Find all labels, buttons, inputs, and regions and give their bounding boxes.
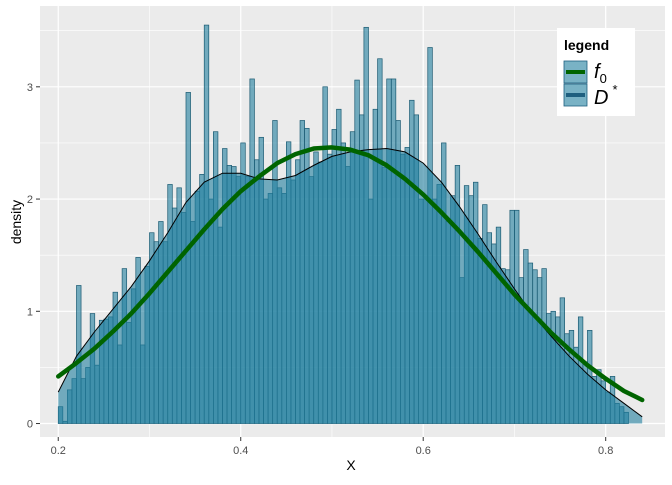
legend-label-f0-sub: 0 xyxy=(600,71,607,86)
x-tick-label: 0.6 xyxy=(416,445,431,457)
density-area xyxy=(58,148,643,424)
x-axis: 0.2 0.4 0.6 0.8 xyxy=(51,437,613,457)
f0-line xyxy=(55,145,645,403)
y-axis: 0 1 2 3 xyxy=(27,82,40,431)
legend: legend f0 D * xyxy=(557,28,635,116)
f0-layer xyxy=(55,145,645,403)
legend-label-f0-main: f xyxy=(594,61,602,83)
x-axis-label: X xyxy=(346,457,356,473)
x-tick-label: 0.2 xyxy=(51,445,66,457)
legend-title: legend xyxy=(564,37,609,53)
x-tick-label: 0.4 xyxy=(233,445,248,457)
legend-label-dstar: D * xyxy=(594,82,618,109)
legend-label-f0: f0 xyxy=(594,61,607,86)
legend-label-dstar-sup: * xyxy=(612,82,617,97)
x-tick-label: 0.8 xyxy=(598,445,613,457)
legend-label-dstar-main: D xyxy=(594,87,608,109)
y-tick-label: 3 xyxy=(27,82,33,94)
y-tick-label: 2 xyxy=(27,194,33,206)
y-axis-label: density xyxy=(8,200,24,244)
y-tick-label: 0 xyxy=(27,419,33,431)
y-tick-label: 1 xyxy=(27,306,33,318)
